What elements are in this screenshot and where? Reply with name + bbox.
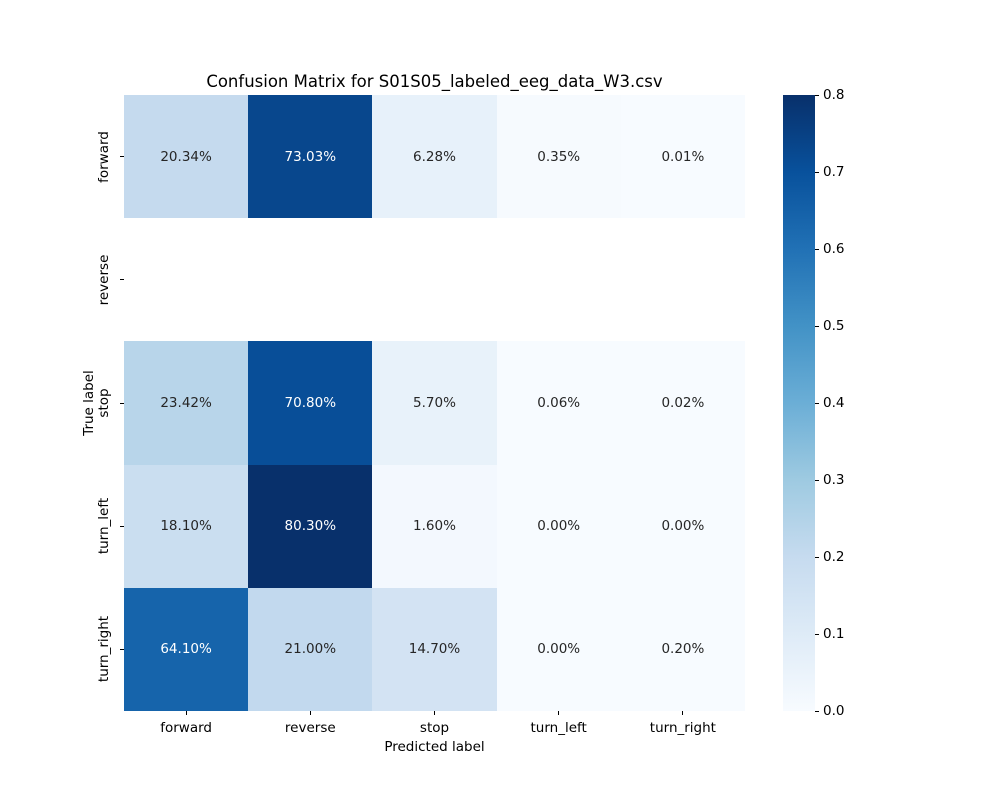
heatmap-cell-turn_right-turn_right: 0.20%	[620, 587, 745, 711]
heatmap-cell-turn_left-reverse: 80.30%	[248, 464, 373, 588]
cell-value: 0.20%	[661, 641, 705, 658]
heatmap-cell-reverse-turn_right	[620, 218, 745, 342]
heatmap-cell-turn_left-stop: 1.60%	[372, 464, 497, 588]
heatmap-cell-reverse-stop	[372, 218, 497, 342]
heatmap-cell-reverse-forward	[124, 218, 249, 342]
heatmap-cell-forward-stop: 6.28%	[372, 95, 497, 219]
heatmap-cell-forward-forward: 20.34%	[124, 95, 249, 219]
colorbar-tick-label-0.2: 0.2	[823, 549, 845, 565]
cell-value: 73.03%	[284, 148, 337, 165]
y-tick-label-forward: forward	[96, 130, 112, 183]
colorbar-tick-mark	[815, 633, 819, 635]
colorbar-tick-label-0.0: 0.0	[823, 703, 845, 719]
cell-value: 1.60%	[413, 518, 456, 535]
y-tick-mark	[120, 648, 124, 650]
cell-value: 21.00%	[284, 641, 337, 658]
colorbar-tick-label-0.7: 0.7	[823, 164, 845, 180]
colorbar-tick-mark	[815, 94, 819, 96]
x-tick-label-stop: stop	[419, 720, 450, 736]
colorbar-tick-mark	[815, 325, 819, 327]
heatmap-cell-reverse-turn_left	[496, 218, 621, 342]
heatmap-cell-turn_left-turn_right: 0.00%	[620, 464, 745, 588]
heatmap-cell-stop-turn_left: 0.06%	[496, 341, 621, 465]
cell-value: 18.10%	[160, 518, 212, 535]
heatmap-cell-forward-reverse: 73.03%	[248, 95, 373, 219]
x-tick-label-reverse: reverse	[284, 720, 336, 736]
heatmap-cell-stop-turn_right: 0.02%	[620, 341, 745, 465]
colorbar-tick-label-0.8: 0.8	[823, 87, 845, 103]
heatmap-cell-forward-turn_left: 0.35%	[496, 95, 621, 219]
heatmap-cell-turn_right-reverse: 21.00%	[248, 587, 373, 711]
x-tick-label-turn_left: turn_left	[530, 720, 587, 736]
colorbar	[783, 95, 815, 711]
x-tick-mark	[185, 711, 187, 715]
colorbar-tick-label-0.5: 0.5	[823, 318, 845, 334]
heatmap-cell-stop-forward: 23.42%	[124, 341, 249, 465]
chart-title: Confusion Matrix for S01S05_labeled_eeg_…	[206, 72, 663, 91]
x-tick-label-turn_right: turn_right	[649, 720, 716, 736]
y-tick-label-reverse: reverse	[96, 254, 112, 306]
cell-value: 5.70%	[413, 394, 456, 411]
cell-value: 14.70%	[408, 641, 461, 658]
colorbar-tick-label-0.1: 0.1	[823, 626, 845, 642]
colorbar-tick-mark	[815, 248, 819, 250]
heatmap-cell-turn_left-forward: 18.10%	[124, 464, 249, 588]
heatmap-cell-turn_left-turn_left: 0.00%	[496, 464, 621, 588]
y-tick-label-stop: stop	[96, 388, 112, 418]
x-axis-label: Predicted label	[384, 739, 485, 755]
y-tick-label-turn_left: turn_left	[96, 498, 112, 555]
heatmap-cell-turn_right-stop: 14.70%	[372, 587, 497, 711]
cell-value: 20.34%	[160, 148, 212, 165]
cell-value: 0.00%	[661, 518, 705, 535]
y-tick-label-turn_right: turn_right	[96, 616, 112, 683]
cell-value: 0.01%	[661, 148, 705, 165]
cell-value: 0.00%	[537, 641, 581, 658]
cell-value: 23.42%	[160, 394, 212, 411]
y-tick-mark	[120, 279, 124, 281]
heatmap-cell-stop-reverse: 70.80%	[248, 341, 373, 465]
colorbar-tick-label-0.3: 0.3	[823, 472, 845, 488]
x-tick-mark	[309, 711, 311, 715]
colorbar-tick-label-0.6: 0.6	[823, 241, 845, 257]
colorbar-tick-mark	[815, 171, 819, 173]
confusion-matrix-heatmap: 20.34% 73.03% 6.28% 0.35% 0.01% 23.42% 70.80% 5…	[124, 95, 745, 711]
colorbar-tick-mark	[815, 402, 819, 404]
x-tick-label-forward: forward	[160, 720, 212, 736]
colorbar-tick-mark	[815, 556, 819, 558]
y-tick-mark	[120, 156, 124, 158]
cell-value: 0.00%	[537, 518, 581, 535]
cell-value: 0.06%	[537, 394, 581, 411]
cell-value: 0.02%	[661, 394, 705, 411]
cell-value: 80.30%	[284, 518, 337, 535]
cell-value: 6.28%	[413, 148, 456, 165]
y-tick-mark	[120, 402, 124, 404]
cell-value: 70.80%	[284, 394, 337, 411]
heatmap-cell-stop-stop: 5.70%	[372, 341, 497, 465]
colorbar-tick-label-0.4: 0.4	[823, 395, 845, 411]
x-tick-mark	[682, 711, 684, 715]
colorbar-tick-mark	[815, 479, 819, 481]
cell-value: 64.10%	[160, 641, 212, 658]
heatmap-cell-forward-turn_right: 0.01%	[620, 95, 745, 219]
heatmap-cell-reverse-reverse	[248, 218, 373, 342]
y-axis-label: True label	[81, 370, 97, 436]
heatmap-cell-turn_right-turn_left: 0.00%	[496, 587, 621, 711]
y-tick-mark	[120, 525, 124, 527]
colorbar-tick-mark	[815, 710, 819, 712]
cell-value: 0.35%	[537, 148, 581, 165]
x-tick-mark	[558, 711, 560, 715]
x-tick-mark	[434, 711, 435, 715]
heatmap-cell-turn_right-forward: 64.10%	[124, 587, 249, 711]
